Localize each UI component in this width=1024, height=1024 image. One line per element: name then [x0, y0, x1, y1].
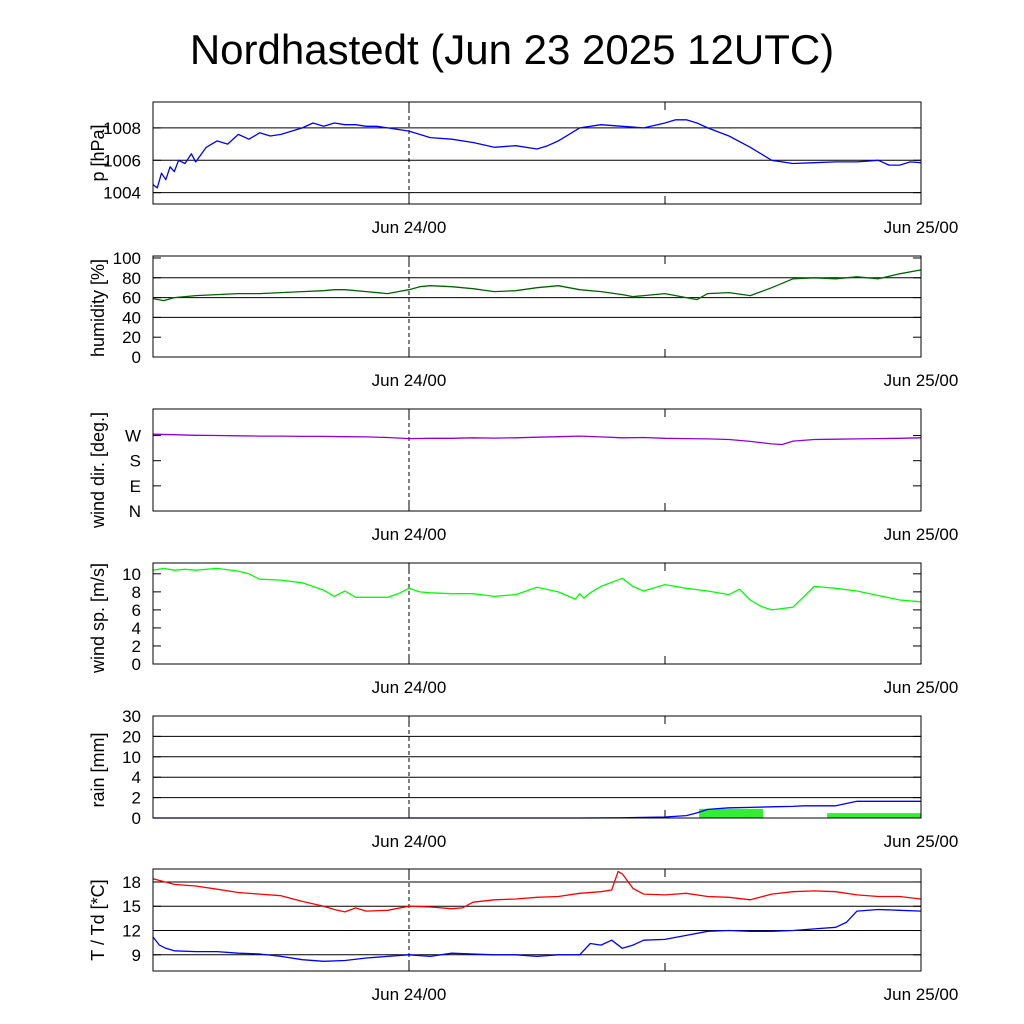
y-tick-label: 0 — [132, 655, 141, 674]
x-tick-label: Jun 24/00 — [372, 678, 447, 697]
temperature-panel: 9 12 15 18 Jun 24/00 Jun 25/00 T / Td [*C] — [88, 868, 959, 1004]
x-tick-label: Jun 25/00 — [884, 832, 959, 851]
y-tick-label: S — [130, 452, 141, 471]
y-tick-label: 15 — [122, 897, 141, 916]
pressure-line — [152, 119, 922, 189]
chart-title: Nordhastedt (Jun 23 2025 12UTC) — [189, 26, 835, 73]
y-tick-label: 1004 — [103, 184, 141, 203]
rain_total-line — [153, 800, 921, 819]
y-tick-label: 20 — [122, 727, 141, 746]
y-tick-label: 60 — [122, 289, 141, 308]
humidity-line — [152, 269, 922, 302]
x-tick-label: Jun 25/00 — [884, 525, 959, 544]
rain-bar — [699, 808, 764, 818]
y-axis-label: wind sp. [m/s] — [88, 563, 108, 674]
y-tick-label: 6 — [132, 601, 141, 620]
y-tick-label: 9 — [132, 946, 141, 965]
x-tick-label: Jun 25/00 — [884, 218, 959, 237]
y-tick-label: W — [125, 427, 141, 446]
y-tick-label: 1006 — [103, 151, 141, 170]
x-tick-label: Jun 24/00 — [372, 218, 447, 237]
x-tick-label: Jun 24/00 — [372, 525, 447, 544]
plot-frame — [152, 562, 922, 665]
y-tick-label: 80 — [122, 269, 141, 288]
x-tick-label: Jun 25/00 — [884, 371, 959, 390]
y-tick-label: 1008 — [103, 119, 141, 138]
plot-frame — [152, 868, 922, 972]
y-tick-label: 0 — [132, 809, 141, 828]
plot-frame — [152, 101, 922, 205]
plot-frame — [152, 715, 922, 819]
y-tick-label: 2 — [132, 637, 141, 656]
y-tick-label: 20 — [122, 328, 141, 347]
y-tick-label: 100 — [113, 249, 141, 268]
y-tick-label: 30 — [122, 707, 141, 726]
y-tick-label: 8 — [132, 583, 141, 602]
x-tick-label: Jun 25/00 — [884, 678, 959, 697]
y-tick-label: 4 — [132, 768, 141, 787]
x-tick-label: Jun 24/00 — [372, 985, 447, 1004]
y-axis-label: rain [mm] — [88, 732, 108, 807]
y-axis-label: wind dir. [deg.] — [88, 412, 108, 529]
wind_dir-line — [152, 433, 922, 446]
x-tick-label: Jun 24/00 — [372, 832, 447, 851]
y-tick-label: E — [130, 477, 141, 496]
y-tick-label: 18 — [122, 873, 141, 892]
y-tick-label: 4 — [132, 619, 141, 638]
y-axis-label: T / Td [*C] — [88, 879, 108, 960]
y-tick-label: 40 — [122, 308, 141, 327]
plot-frame — [152, 408, 922, 512]
rain-bar — [827, 813, 921, 818]
y-tick-label: 10 — [122, 748, 141, 767]
y-tick-label: 2 — [132, 789, 141, 808]
y-tick-label: 10 — [122, 565, 141, 584]
wind_speed-line — [152, 567, 922, 611]
dewpoint-line — [152, 908, 922, 962]
y-tick-label: 0 — [132, 348, 141, 367]
temperature-line — [152, 870, 922, 913]
y-axis-label: humidity [%] — [88, 259, 108, 357]
y-tick-label: 12 — [122, 922, 141, 941]
pressure-panel: 1004 1006 1008 Jun 24/00 Jun 25/00 p [hPa] — [88, 101, 959, 237]
x-tick-label: Jun 24/00 — [372, 371, 447, 390]
plot-frame — [152, 255, 922, 358]
y-axis-label: p [hPa] — [88, 124, 108, 181]
x-tick-label: Jun 25/00 — [884, 985, 959, 1004]
y-tick-label: N — [129, 502, 141, 521]
